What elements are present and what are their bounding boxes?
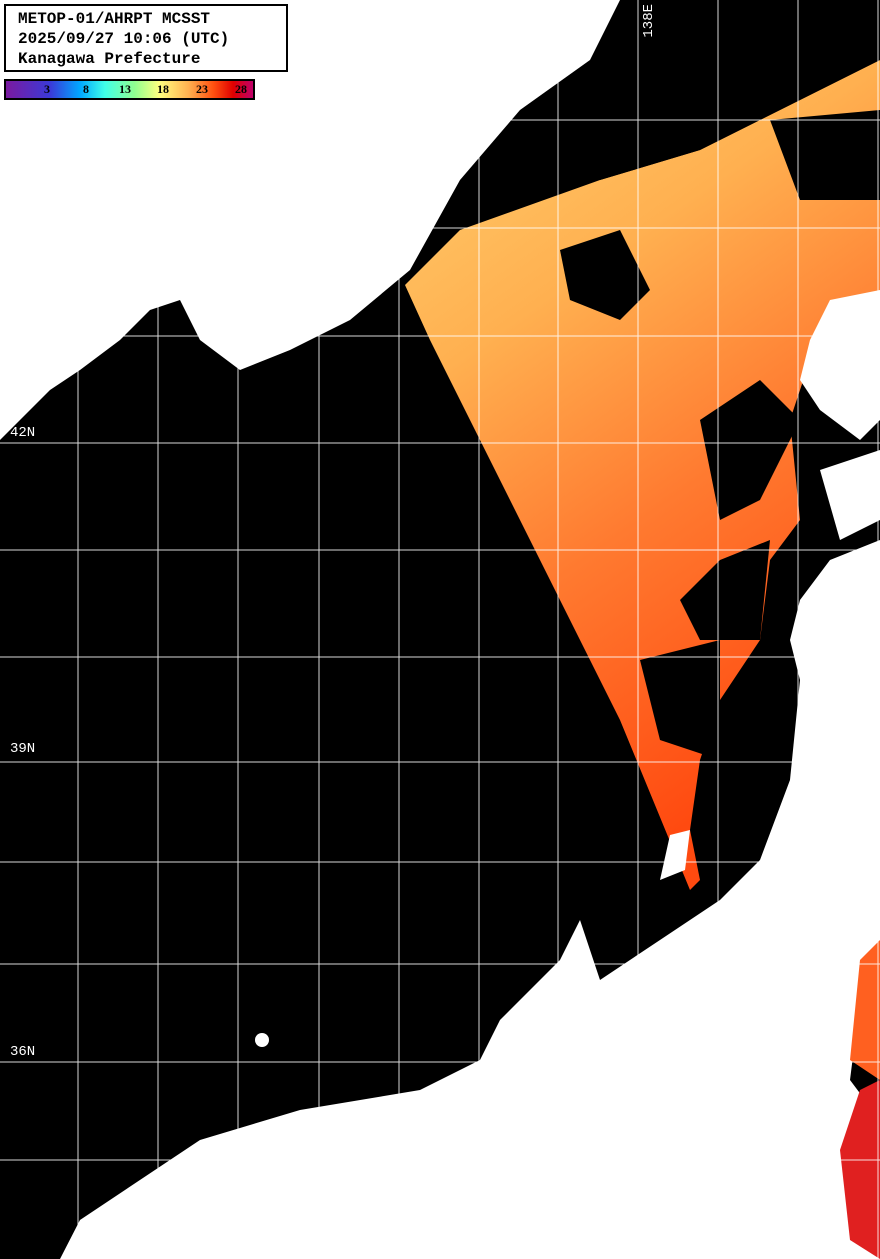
lat-label-39n: 39N xyxy=(10,741,36,757)
colorbar-tick: 13 xyxy=(119,82,131,96)
timestamp: 2025/09/27 10:06 (UTC) xyxy=(18,30,230,48)
colorbar-tick: 18 xyxy=(157,82,169,96)
title-box: METOP-01/AHRPT MCSST 2025/09/27 10:06 (U… xyxy=(4,4,288,72)
color-scale-bar: 3 8 13 18 23 28 xyxy=(4,79,255,100)
lat-label-42n: 42N xyxy=(10,425,36,441)
sst-pacific-north xyxy=(850,940,880,1080)
satellite-product: METOP-01/AHRPT MCSST xyxy=(18,10,211,28)
sst-swath xyxy=(405,60,880,890)
colorbar-tick: 28 xyxy=(235,82,247,96)
region-name: Kanagawa Prefecture xyxy=(18,50,201,68)
colorbar-tick: 8 xyxy=(83,82,89,96)
colorbar-tick: 3 xyxy=(44,82,50,96)
lat-label-36n: 36N xyxy=(10,1044,36,1060)
colorbar-tick: 23 xyxy=(196,82,208,96)
cloud-mask xyxy=(560,0,880,760)
sst-pacific xyxy=(840,1080,880,1259)
lon-label-138e: 138E xyxy=(641,4,657,38)
